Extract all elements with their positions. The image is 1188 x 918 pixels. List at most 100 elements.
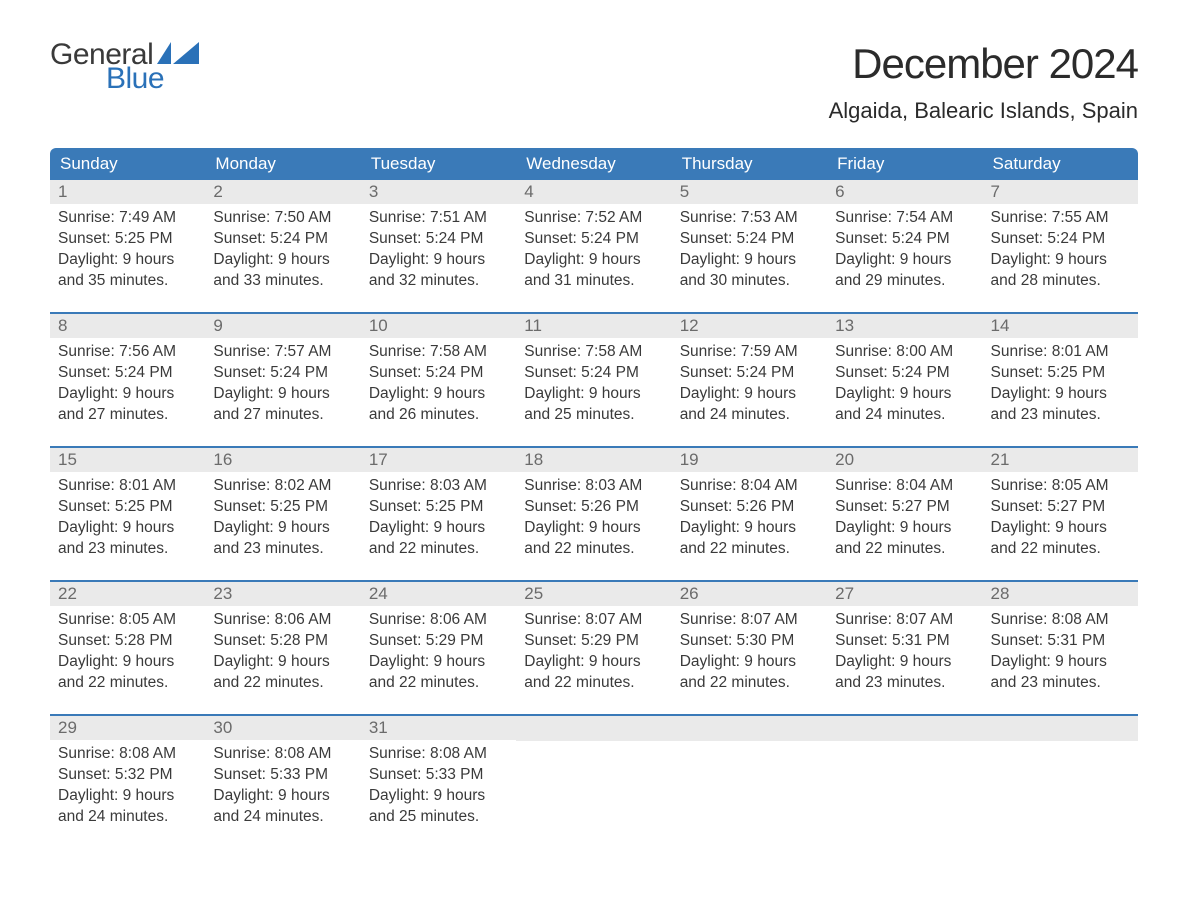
sunset-text: Sunset: 5:24 PM bbox=[58, 363, 197, 384]
day-header: Tuesday bbox=[361, 148, 516, 180]
daynum-row: 21 bbox=[983, 448, 1138, 472]
daylight-text: Daylight: 9 hours bbox=[835, 518, 974, 539]
day-number: 18 bbox=[524, 450, 543, 469]
sunset-text: Sunset: 5:24 PM bbox=[835, 229, 974, 250]
sunrise-text: Sunrise: 8:07 AM bbox=[680, 610, 819, 631]
day-number: 3 bbox=[369, 182, 378, 201]
sunrise-text: Sunrise: 8:08 AM bbox=[213, 744, 352, 765]
daylight-text: Daylight: 9 hours bbox=[524, 384, 663, 405]
day-number: 20 bbox=[835, 450, 854, 469]
day-number: 31 bbox=[369, 718, 388, 737]
sunset-text: Sunset: 5:30 PM bbox=[680, 631, 819, 652]
cell-body: Sunrise: 8:08 AMSunset: 5:31 PMDaylight:… bbox=[983, 606, 1138, 696]
daynum-row: 30 bbox=[205, 716, 360, 740]
daylight-text: Daylight: 9 hours bbox=[213, 652, 352, 673]
sunrise-text: Sunrise: 7:50 AM bbox=[213, 208, 352, 229]
calendar-cell: 5 Sunrise: 7:53 AMSunset: 5:24 PMDaylight… bbox=[672, 180, 827, 298]
day-number: 5 bbox=[680, 182, 689, 201]
cell-body: Sunrise: 7:53 AMSunset: 5:24 PMDaylight:… bbox=[672, 204, 827, 294]
calendar-cell: 21Sunrise: 8:05 AMSunset: 5:27 PMDayligh… bbox=[983, 448, 1138, 566]
logo: General Blue bbox=[50, 40, 199, 94]
day-number: 15 bbox=[58, 450, 77, 469]
daylight-text: Daylight: 9 hours bbox=[991, 652, 1130, 673]
title-block: December 2024 Algaida, Balearic Islands,… bbox=[829, 40, 1138, 124]
daylight-text: Daylight: 9 hours bbox=[991, 518, 1130, 539]
sunrise-text: Sunrise: 8:03 AM bbox=[369, 476, 508, 497]
daylight-text: and 22 minutes. bbox=[369, 539, 508, 560]
daylight-text: and 23 minutes. bbox=[835, 673, 974, 694]
cell-body: Sunrise: 8:05 AMSunset: 5:28 PMDaylight:… bbox=[50, 606, 205, 696]
daylight-text: and 23 minutes. bbox=[58, 539, 197, 560]
daynum-row: 6 bbox=[827, 180, 982, 204]
daynum-row: 19 bbox=[672, 448, 827, 472]
header: General Blue December 2024 Algaida, Bale… bbox=[50, 40, 1138, 124]
daylight-text: and 22 minutes. bbox=[680, 539, 819, 560]
sunrise-text: Sunrise: 7:56 AM bbox=[58, 342, 197, 363]
daylight-text: Daylight: 9 hours bbox=[213, 384, 352, 405]
page-title: December 2024 bbox=[829, 40, 1138, 88]
daylight-text: Daylight: 9 hours bbox=[524, 652, 663, 673]
sunset-text: Sunset: 5:33 PM bbox=[213, 765, 352, 786]
daylight-text: and 30 minutes. bbox=[680, 271, 819, 292]
cell-body: Sunrise: 8:04 AMSunset: 5:26 PMDaylight:… bbox=[672, 472, 827, 562]
daylight-text: Daylight: 9 hours bbox=[524, 250, 663, 271]
sunrise-text: Sunrise: 8:04 AM bbox=[835, 476, 974, 497]
daylight-text: and 22 minutes. bbox=[213, 673, 352, 694]
sunrise-text: Sunrise: 8:03 AM bbox=[524, 476, 663, 497]
cell-body: Sunrise: 7:54 AMSunset: 5:24 PMDaylight:… bbox=[827, 204, 982, 294]
sunset-text: Sunset: 5:26 PM bbox=[680, 497, 819, 518]
daylight-text: and 23 minutes. bbox=[991, 405, 1130, 426]
daynum-row: 27 bbox=[827, 582, 982, 606]
cell-body: Sunrise: 8:03 AMSunset: 5:25 PMDaylight:… bbox=[361, 472, 516, 562]
sunrise-text: Sunrise: 7:58 AM bbox=[369, 342, 508, 363]
calendar-cell: 29Sunrise: 8:08 AMSunset: 5:32 PMDayligh… bbox=[50, 716, 205, 834]
daylight-text: Daylight: 9 hours bbox=[213, 786, 352, 807]
daylight-text: Daylight: 9 hours bbox=[835, 250, 974, 271]
daylight-text: Daylight: 9 hours bbox=[680, 652, 819, 673]
cell-body: Sunrise: 8:04 AMSunset: 5:27 PMDaylight:… bbox=[827, 472, 982, 562]
daylight-text: Daylight: 9 hours bbox=[991, 250, 1130, 271]
calendar-cell: 17Sunrise: 8:03 AMSunset: 5:25 PMDayligh… bbox=[361, 448, 516, 566]
daylight-text: and 29 minutes. bbox=[835, 271, 974, 292]
calendar-cell: 6Sunrise: 7:54 AMSunset: 5:24 PMDaylight… bbox=[827, 180, 982, 298]
calendar-cell: 22Sunrise: 8:05 AMSunset: 5:28 PMDayligh… bbox=[50, 582, 205, 700]
flag-icon bbox=[157, 42, 199, 64]
sunset-text: Sunset: 5:24 PM bbox=[680, 363, 819, 384]
daynum-row: 11 bbox=[516, 314, 671, 338]
week-row: 22Sunrise: 8:05 AMSunset: 5:28 PMDayligh… bbox=[50, 580, 1138, 700]
day-number: 8 bbox=[58, 316, 67, 335]
calendar-cell: 16Sunrise: 8:02 AMSunset: 5:25 PMDayligh… bbox=[205, 448, 360, 566]
sunset-text: Sunset: 5:24 PM bbox=[369, 229, 508, 250]
daynum-row: 16 bbox=[205, 448, 360, 472]
day-number: 24 bbox=[369, 584, 388, 603]
daylight-text: and 24 minutes. bbox=[680, 405, 819, 426]
sunset-text: Sunset: 5:25 PM bbox=[58, 229, 197, 250]
daynum-row: 28 bbox=[983, 582, 1138, 606]
daynum-row: 15 bbox=[50, 448, 205, 472]
cell-body: Sunrise: 7:52 AMSunset: 5:24 PMDaylight:… bbox=[516, 204, 671, 294]
daylight-text: Daylight: 9 hours bbox=[524, 518, 663, 539]
sunrise-text: Sunrise: 8:06 AM bbox=[369, 610, 508, 631]
sunrise-text: Sunrise: 8:02 AM bbox=[213, 476, 352, 497]
sunset-text: Sunset: 5:24 PM bbox=[213, 229, 352, 250]
daynum-row bbox=[672, 716, 827, 741]
calendar-cell bbox=[516, 716, 671, 834]
daylight-text: and 23 minutes. bbox=[991, 673, 1130, 694]
daylight-text: and 31 minutes. bbox=[524, 271, 663, 292]
daylight-text: Daylight: 9 hours bbox=[58, 652, 197, 673]
daynum-row: 24 bbox=[361, 582, 516, 606]
daylight-text: and 24 minutes. bbox=[835, 405, 974, 426]
sunset-text: Sunset: 5:25 PM bbox=[58, 497, 197, 518]
daynum-row bbox=[827, 716, 982, 741]
daylight-text: Daylight: 9 hours bbox=[58, 384, 197, 405]
calendar-cell: 28Sunrise: 8:08 AMSunset: 5:31 PMDayligh… bbox=[983, 582, 1138, 700]
daylight-text: Daylight: 9 hours bbox=[58, 250, 197, 271]
daynum-row bbox=[516, 716, 671, 741]
cell-body: Sunrise: 7:55 AMSunset: 5:24 PMDaylight:… bbox=[983, 204, 1138, 294]
cell-body: Sunrise: 8:08 AMSunset: 5:33 PMDaylight:… bbox=[205, 740, 360, 830]
calendar-cell: 15Sunrise: 8:01 AMSunset: 5:25 PMDayligh… bbox=[50, 448, 205, 566]
day-number: 13 bbox=[835, 316, 854, 335]
calendar-cell: 4Sunrise: 7:52 AMSunset: 5:24 PMDaylight… bbox=[516, 180, 671, 298]
sunset-text: Sunset: 5:27 PM bbox=[835, 497, 974, 518]
day-number: 10 bbox=[369, 316, 388, 335]
